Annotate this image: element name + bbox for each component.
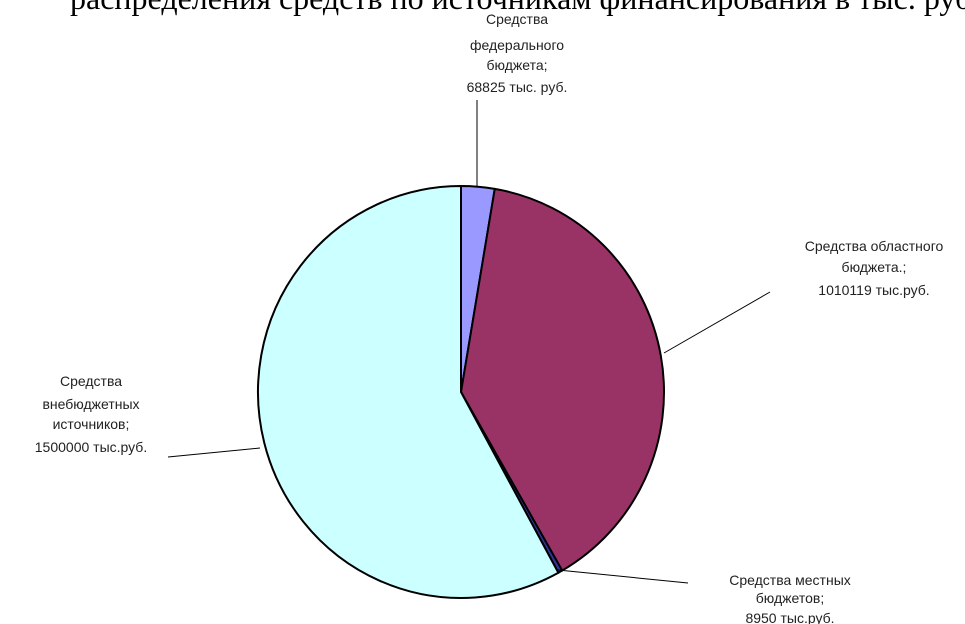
slice-label-1-line-4: 68825 тыс. руб. xyxy=(467,79,568,95)
pie-slice-2 xyxy=(460,187,665,572)
slice-label-3: Средства местных бюджетов; 8950 тыс.руб. xyxy=(729,572,851,624)
pie-slice-4 xyxy=(256,185,560,599)
slice-label-4-line-4: 1500000 тыс.руб. xyxy=(35,439,147,455)
callout-leader-2 xyxy=(663,291,771,354)
slice-label-3-line-3: 8950 тыс.руб. xyxy=(745,610,834,624)
callout-leader-lines xyxy=(167,100,771,584)
slice-label-4-line-2: внебюджетных xyxy=(42,396,139,412)
slice-label-2: Средства областного бюджета.; 1010119 тыс.… xyxy=(805,238,944,298)
slice-label-1: Средства федерального бюджета; 68825 тыс. р… xyxy=(467,11,568,95)
slice-label-1-line-2: федерального xyxy=(470,37,564,53)
slice-label-3-line-2: бюджетов; xyxy=(756,590,824,606)
slice-label-1-line-3: бюджета; xyxy=(487,57,548,73)
slice-label-2-line-1: Средства областного xyxy=(805,238,944,254)
slice-label-4: Средства внебюджетных источников; 1500000 т… xyxy=(35,373,147,455)
callout-leader-3 xyxy=(557,569,689,584)
callout-leader-4 xyxy=(167,447,261,458)
slice-label-4-line-3: источников; xyxy=(53,416,130,432)
pie-slices xyxy=(256,185,665,599)
callout-labels: Средства федерального бюджета; 68825 тыс. р… xyxy=(35,11,944,624)
slice-label-2-line-3: 1010119 тыс.руб. xyxy=(818,282,929,298)
slice-label-3-line-1: Средства местных xyxy=(729,572,851,588)
slice-label-1-line-1: Средства xyxy=(486,11,548,27)
slice-label-2-line-2: бюджета.; xyxy=(842,259,907,275)
slice-label-4-line-1: Средства xyxy=(60,373,122,389)
document-text-line: распределения средств по источникам фина… xyxy=(70,0,965,18)
